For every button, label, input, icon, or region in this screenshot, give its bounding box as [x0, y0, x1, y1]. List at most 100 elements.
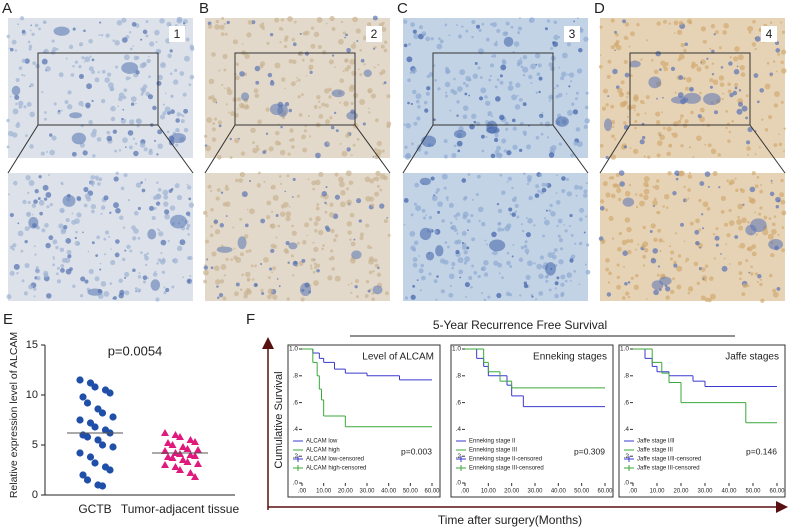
cell [224, 186, 230, 192]
cell [50, 49, 56, 55]
cell [313, 221, 319, 227]
cell [472, 198, 474, 201]
cell [289, 128, 294, 133]
cell [607, 59, 612, 64]
cell [71, 151, 77, 157]
cell [135, 102, 137, 105]
cell [349, 212, 355, 218]
cell [279, 149, 286, 156]
cell [693, 261, 699, 267]
cell [12, 132, 18, 138]
cell [110, 248, 113, 250]
cell [122, 108, 125, 111]
cell [780, 60, 784, 65]
cell [479, 76, 483, 79]
number-box [366, 26, 382, 42]
cell [508, 81, 513, 85]
cell [474, 61, 478, 65]
cell [292, 260, 298, 267]
cell [270, 248, 275, 254]
cell [403, 198, 409, 203]
panel-label: D [594, 0, 605, 17]
cell [725, 126, 728, 130]
cell [493, 42, 498, 47]
cell [457, 149, 461, 153]
cell [685, 199, 688, 202]
cell [347, 131, 350, 135]
cell [618, 231, 622, 236]
cell [480, 134, 485, 139]
cell [556, 276, 560, 280]
cell [676, 265, 683, 272]
cell [215, 19, 220, 24]
cell [280, 18, 285, 22]
cell [350, 291, 353, 294]
cell [240, 151, 246, 156]
cell [745, 94, 749, 98]
cell [702, 277, 705, 280]
cell [225, 184, 228, 188]
cell [528, 195, 533, 201]
cell [424, 150, 429, 155]
cell [31, 213, 34, 216]
cell [274, 62, 281, 69]
cell [292, 177, 296, 182]
cell [650, 223, 656, 229]
cell [403, 19, 408, 24]
cell [758, 146, 761, 149]
cell [229, 155, 233, 159]
cell [155, 297, 160, 302]
cell [146, 277, 149, 280]
cell [498, 272, 501, 275]
cell [629, 147, 632, 149]
cell [425, 214, 428, 216]
cell [121, 17, 127, 23]
cell [169, 205, 176, 211]
cell [309, 70, 313, 74]
cell [583, 231, 586, 234]
cell [563, 224, 565, 226]
cell [115, 65, 119, 69]
cell [403, 223, 406, 226]
cell [122, 137, 128, 143]
cell [290, 254, 295, 258]
cell [153, 139, 157, 142]
cell [607, 95, 610, 98]
cell [167, 239, 170, 243]
data-point [176, 433, 184, 440]
cell [345, 133, 350, 138]
cell [657, 131, 662, 136]
cell [113, 296, 117, 300]
cell [350, 43, 357, 49]
cell [702, 227, 705, 230]
cell [232, 226, 235, 229]
cell [160, 62, 166, 69]
cell [709, 293, 716, 300]
y-tick-label: .8 [456, 373, 462, 380]
f-title: 5-Year Recurrence Free Survival [433, 318, 607, 332]
cell [260, 218, 266, 224]
cell [585, 91, 589, 95]
cell [21, 73, 24, 77]
cell [451, 152, 457, 158]
cell [511, 118, 516, 123]
cell [675, 177, 679, 181]
cell [558, 238, 563, 243]
cell [491, 115, 494, 118]
cell [91, 99, 94, 103]
cell [359, 99, 366, 106]
cell [46, 150, 49, 153]
cell [516, 94, 519, 97]
cell [12, 108, 19, 115]
cell [642, 254, 647, 259]
cell [436, 43, 443, 50]
cell [260, 61, 266, 67]
cell [78, 73, 85, 79]
cell [727, 89, 732, 94]
cell [374, 147, 378, 151]
cell [56, 47, 59, 51]
cell [328, 95, 332, 99]
cell [368, 258, 374, 265]
cell [491, 231, 497, 238]
cell [374, 263, 379, 268]
